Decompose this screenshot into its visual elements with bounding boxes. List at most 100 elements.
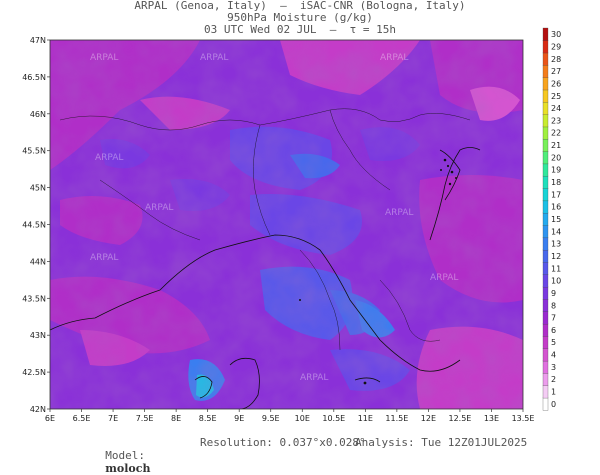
lon-tick-label: 10.5E (322, 414, 345, 423)
colorbar-label: 27 (551, 67, 561, 76)
title-line-2: 950hPa Moisture (g/kg) (227, 11, 373, 24)
colorbar-swatch (542, 175, 549, 189)
lon-tick-label: 6E (45, 414, 55, 423)
watermark-text: ARPAL (430, 273, 458, 283)
colorbar-label: 7 (551, 314, 556, 323)
colorbar-swatch (542, 188, 549, 202)
lon-tick-label: 7E (108, 414, 118, 423)
footer-resolution: Resolution: 0.037°x0.028° (200, 436, 366, 449)
colorbar-label: 3 (551, 363, 556, 372)
colorbar: 0123456789101112131415161718192021222324… (542, 27, 561, 411)
colorbar-label: 13 (551, 240, 561, 249)
colorbar-label: 10 (551, 277, 561, 286)
colorbar-label: 21 (551, 141, 561, 150)
colorbar-label: 4 (551, 351, 556, 360)
colorbar-swatch (542, 163, 549, 177)
colorbar-label: 29 (551, 42, 561, 51)
colorbar-label: 6 (551, 326, 556, 335)
lat-tick-label: 44N (30, 257, 46, 266)
colorbar-swatch (542, 360, 549, 374)
colorbar-label: 30 (551, 30, 561, 39)
watermark-text: ARPAL (95, 153, 123, 163)
colorbar-label: 17 (551, 190, 561, 199)
colorbar-label: 25 (551, 92, 561, 101)
colorbar-label: 22 (551, 129, 561, 138)
lon-tick-label: 11E (358, 414, 373, 423)
colorbar-label: 19 (551, 166, 561, 175)
model-value: moloch (105, 462, 151, 475)
borders (59, 108, 471, 351)
colorbar-swatch (542, 212, 549, 226)
colorbar-label: 0 (551, 400, 556, 409)
watermark-text: ARPAL (200, 53, 228, 63)
longitude-axis: 6E 6.5E 7E 7.5E 8E 8.5E 9E 9.5E 10E 10.5E 11E 11.5E… (45, 409, 535, 423)
lon-tick-label: 11.5E (385, 414, 408, 423)
lon-tick-label: 12E (421, 414, 436, 423)
lon-tick-label: 8E (171, 414, 181, 423)
lon-tick-label: 13E (484, 414, 499, 423)
colorbar-label: 18 (551, 178, 561, 187)
colorbar-label: 9 (551, 289, 556, 298)
colorbar-swatch (542, 89, 549, 103)
colorbar-swatch (542, 200, 549, 214)
colorbar-swatch (542, 101, 549, 115)
colorbar-swatch (542, 335, 549, 349)
moisture-map: ARPAL ARPAL ARPAL ARPAL ARPAL ARPAL ARPAL ARP… (22, 27, 561, 423)
lon-tick-label: 12.5E (448, 414, 471, 423)
colorbar-swatch (542, 126, 549, 140)
colorbar-swatch (542, 249, 549, 263)
colorbar-swatch (542, 311, 549, 325)
colorbar-swatch (542, 274, 549, 288)
watermark-text: ARPAL (380, 53, 408, 63)
footer-analysis: Analysis: Tue 12Z01JUL2025 (355, 436, 528, 449)
colorbar-swatch (542, 372, 549, 386)
colorbar-swatch (542, 40, 549, 54)
footer-model: Model: moloch (92, 436, 150, 475)
model-label: Model: (105, 449, 145, 462)
colorbar-label: 12 (551, 252, 561, 261)
colorbar-label: 2 (551, 375, 556, 384)
colorbar-swatch (542, 323, 549, 337)
colorbar-label: 28 (551, 55, 561, 64)
colorbar-label: 11 (551, 264, 561, 273)
lat-tick-label: 45.5N (22, 147, 46, 156)
lat-tick-label: 42.5N (22, 368, 46, 377)
lat-tick-label: 45N (30, 184, 46, 193)
moisture-field (50, 40, 523, 409)
colorbar-label: 1 (551, 388, 556, 397)
colorbar-label: 20 (551, 153, 561, 162)
lat-tick-label: 44.5N (22, 221, 46, 230)
title-line-3: 03 UTC Wed 02 JUL — τ = 15h (203, 23, 397, 36)
colorbar-swatch (542, 261, 549, 276)
lon-tick-label: 9E (234, 414, 244, 423)
coastlines (50, 147, 481, 409)
lat-tick-label: 43N (30, 331, 46, 340)
colorbar-swatch (542, 397, 549, 411)
title-line-1: ARPAL (Genoa, Italy) — iSAC-CNR (Bologna… (134, 0, 466, 12)
colorbar-swatch (542, 385, 549, 399)
lon-tick-label: 7.5E (136, 414, 154, 423)
watermarks: ARPAL ARPAL ARPAL ARPAL ARPAL ARPAL ARPAL ARP… (90, 53, 458, 383)
colorbar-swatch (542, 298, 549, 312)
colorbar-swatch (542, 237, 549, 251)
colorbar-swatch (542, 348, 549, 362)
lat-tick-label: 42N (30, 405, 46, 414)
lon-tick-label: 6.5E (73, 414, 91, 423)
latitude-axis: 47N 46.5N 46N 45.5N 45N 44.5N 44N 43.5N 43N 42.5N… (22, 36, 50, 414)
colorbar-swatch (542, 151, 549, 165)
watermark-text: ARPAL (300, 373, 328, 383)
colorbar-label: 8 (551, 301, 556, 310)
lat-tick-label: 46N (30, 110, 46, 119)
colorbar-label: 14 (551, 227, 561, 236)
lon-tick-label: 13.5E (512, 414, 535, 423)
colorbar-label: 23 (551, 116, 561, 125)
colorbar-swatch (542, 114, 549, 128)
colorbar-swatch (542, 286, 549, 300)
colorbar-swatch (542, 77, 549, 91)
colorbar-swatch (542, 138, 549, 152)
lat-tick-label: 43.5N (22, 294, 46, 303)
lat-tick-label: 46.5N (22, 73, 46, 82)
colorbar-swatch (542, 64, 549, 78)
lon-tick-label: 10E (295, 414, 310, 423)
colorbar-label: 5 (551, 338, 556, 347)
